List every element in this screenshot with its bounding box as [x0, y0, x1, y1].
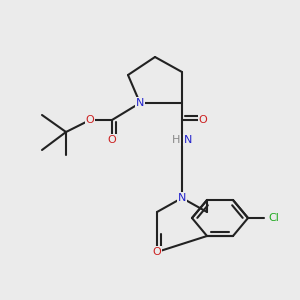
Text: O: O [199, 115, 207, 125]
Text: N: N [178, 193, 186, 203]
Text: O: O [85, 115, 94, 125]
Text: O: O [108, 135, 116, 145]
Text: N: N [136, 98, 144, 108]
Text: O: O [153, 247, 161, 257]
Text: N: N [184, 135, 192, 145]
Text: H: H [172, 135, 180, 145]
Text: Cl: Cl [268, 213, 279, 223]
